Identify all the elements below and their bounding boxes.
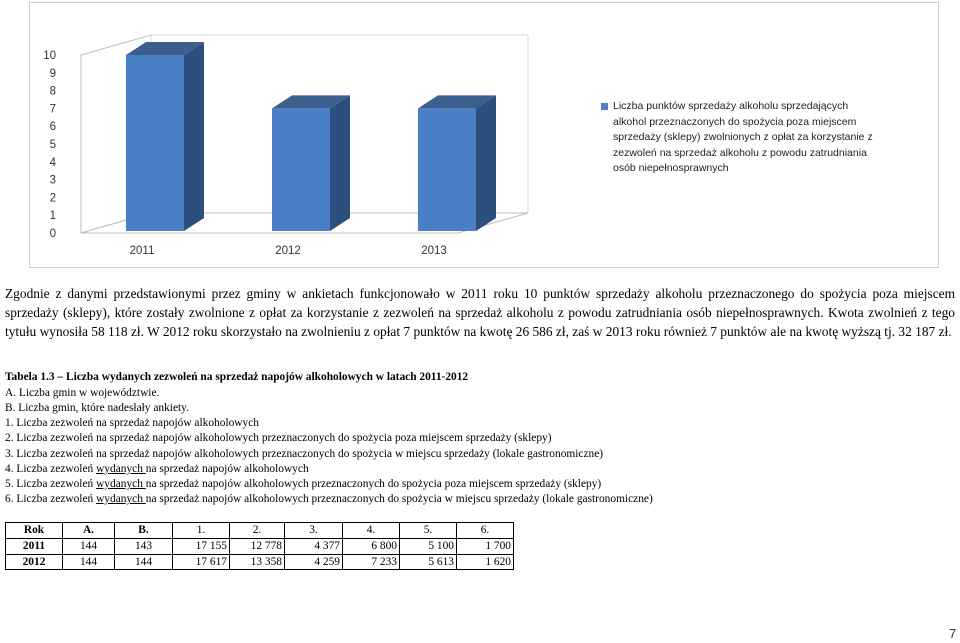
- bar-top: [272, 95, 350, 109]
- x-tick-label: 2012: [275, 245, 301, 257]
- table-cell: 144: [62, 537, 115, 555]
- header-cell: A.: [62, 522, 115, 539]
- table-cell: 4 377: [284, 537, 343, 555]
- table-cell: 6 800: [342, 537, 400, 555]
- body-paragraph: Zgodnie z danymi przedstawionymi przez g…: [5, 286, 955, 339]
- table-header-row: Rok A. B. 1. 2. 3. 4. 5. 6.: [5, 522, 514, 539]
- table-cell: 17 155: [172, 537, 230, 555]
- permits-table: Rok A. B. 1. 2. 3. 4. 5. 6. 2011 144 143…: [5, 522, 514, 571]
- bar-top: [126, 42, 204, 55]
- table-row: 2011 144 143 17 155 12 778 4 377 6 800 5…: [5, 537, 514, 555]
- header-cell: 4.: [342, 522, 400, 539]
- header-cell: 2.: [229, 522, 285, 539]
- chart-container: 0 1 2 3 4 5 6 7 8 9 10 2011 2012 2013 Liczba punktów …: [29, 2, 939, 268]
- table-cell: 144: [62, 553, 115, 571]
- legend-swatch: [601, 103, 608, 110]
- y-tick-label: 2: [50, 192, 56, 204]
- legend-item-3: 3. Liczba zezwoleń na sprzedaż napojów a…: [5, 447, 604, 460]
- table-cell: 4 259: [284, 553, 343, 571]
- year-cell: 2011: [5, 537, 63, 555]
- bar-chart: 0 1 2 3 4 5 6 7 8 9 10 2011 2012 2013: [43, 34, 529, 257]
- bar-side: [476, 95, 496, 232]
- y-tick-label: 0: [50, 228, 56, 240]
- legend-line-3: sprzedaży (sklepy) zwolnionych z opłat z…: [613, 131, 873, 144]
- bar-side: [330, 95, 350, 232]
- legend-item-5: 5. Liczba zezwoleń wydanych na sprzedaż …: [5, 477, 602, 490]
- table-cell: 143: [114, 537, 173, 555]
- table-cell: 144: [114, 553, 173, 571]
- y-tick-label: 8: [50, 86, 56, 98]
- table-cell: 12 778: [229, 537, 285, 555]
- table-cell: 1 620: [456, 553, 514, 571]
- y-tick-label: 5: [50, 139, 56, 151]
- header-cell: 6.: [456, 522, 514, 539]
- year-cell: 2012: [5, 553, 63, 571]
- table-caption: Tabela 1.3 – Liczba wydanych zezwoleń na…: [5, 371, 469, 383]
- legend-item-4: 4. Liczba zezwoleń wydanych na sprzedaż …: [5, 462, 309, 475]
- table-cell: 5 613: [399, 553, 457, 571]
- header-cell: 5.: [399, 522, 457, 539]
- table-cell: 7 233: [342, 553, 400, 571]
- header-cell: 3.: [284, 522, 343, 539]
- header-cell: 1.: [172, 522, 230, 539]
- y-tick-label: 6: [50, 121, 56, 133]
- chart-legend: Liczba punktów sprzedaży alkoholu sprzed…: [601, 99, 901, 177]
- header-cell: Rok: [5, 522, 63, 539]
- y-tick-label: 10: [43, 50, 56, 62]
- legend-b: B. Liczba gmin, które nadesłały ankiety.: [5, 401, 189, 414]
- y-tick-label: 9: [50, 68, 56, 80]
- x-tick-label: 2011: [130, 245, 155, 257]
- table-cell: 1 700: [456, 537, 514, 555]
- legend-item-2: 2. Liczba zezwoleń na sprzedaż napojów a…: [5, 432, 552, 445]
- legend-line-2: alkohol przeznaczonych do spożycia poza …: [613, 115, 857, 128]
- y-tick-label: 3: [50, 175, 56, 187]
- legend-line-5: osób niepełnosprawnych: [613, 162, 729, 175]
- page-number: 7: [949, 626, 957, 641]
- table-cell: 13 358: [229, 553, 285, 571]
- table-description: Tabela 1.3 – Liczba wydanych zezwoleń na…: [5, 370, 653, 507]
- legend-a: A. Liczba gmin w województwie.: [5, 386, 160, 399]
- y-tick-label: 4: [50, 157, 57, 169]
- bar: [272, 108, 330, 231]
- legend-line-1: Liczba punktów sprzedaży alkoholu sprzed…: [613, 100, 849, 112]
- table-cell: 17 617: [172, 553, 230, 571]
- y-tick-label: 7: [50, 103, 56, 115]
- bar: [126, 55, 184, 231]
- bar-side: [184, 42, 204, 231]
- bar-top: [418, 95, 496, 109]
- table-row: 2012 144 144 17 617 13 358 4 259 7 233 5…: [5, 553, 514, 571]
- table-cell: 5 100: [399, 537, 457, 555]
- header-cell: B.: [114, 522, 173, 539]
- legend-item-6: 6. Liczba zezwoleń wydanych na sprzedaż …: [5, 493, 653, 506]
- x-tick-label: 2013: [421, 245, 447, 257]
- legend-line-4: zezwoleń na sprzedaż alkoholu z powodu z…: [613, 146, 867, 159]
- bar: [418, 108, 476, 231]
- legend-item-1: 1. Liczba zezwoleń na sprzedaż napojów a…: [5, 417, 259, 430]
- y-tick-label: 1: [50, 210, 56, 222]
